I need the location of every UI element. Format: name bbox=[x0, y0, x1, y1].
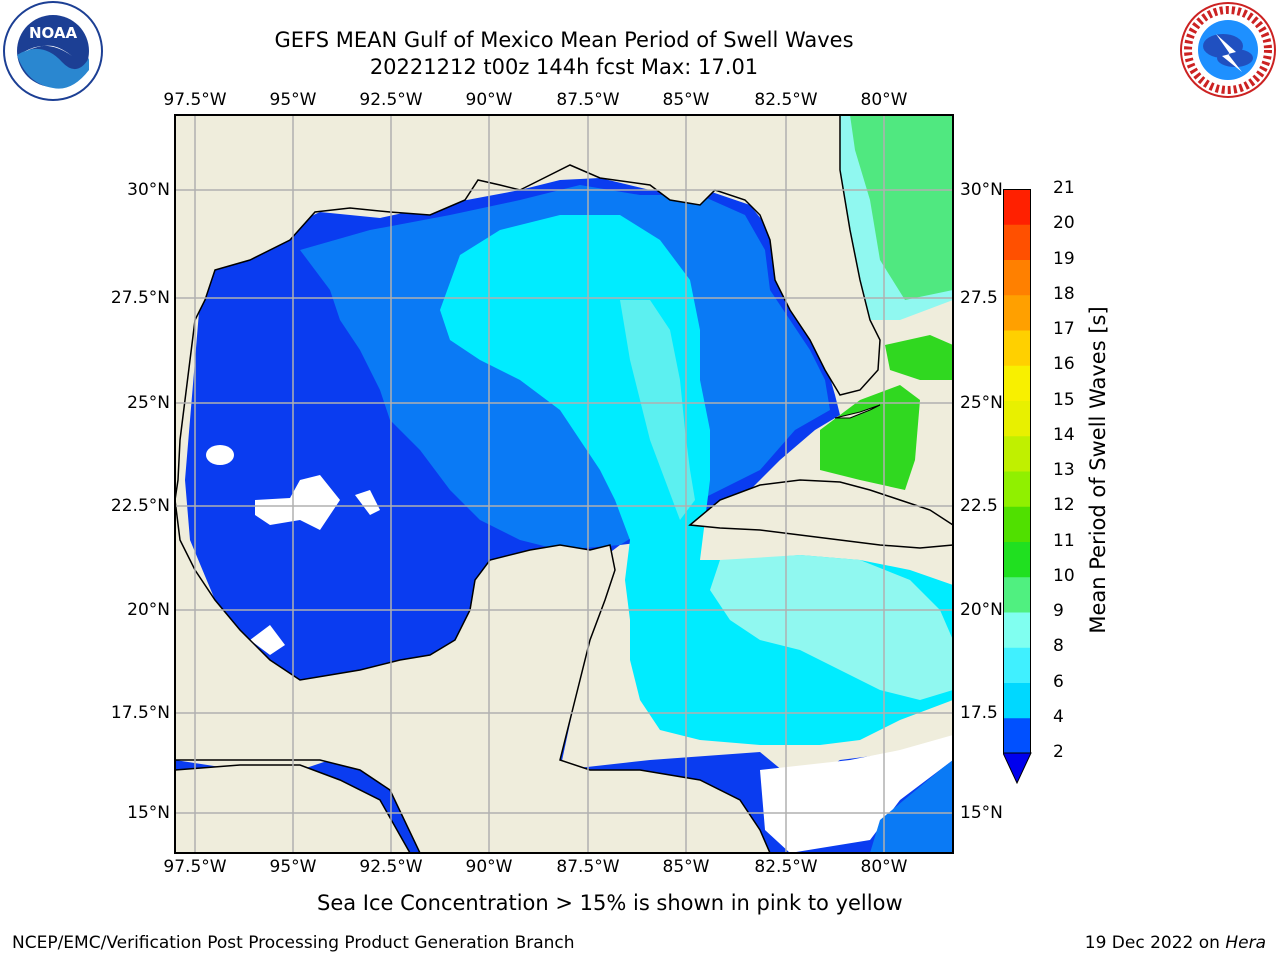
colorbar-segment bbox=[1003, 717, 1031, 754]
lon-label-top: 97.5°W bbox=[163, 90, 227, 110]
colorbar-extend-arrow bbox=[1002, 752, 1032, 785]
lat-label-right: 15°N bbox=[960, 803, 1003, 823]
colorbar-segment bbox=[1003, 682, 1031, 719]
lon-label-bottom: 92.5°W bbox=[359, 857, 423, 877]
colorbar-tick-label: 11 bbox=[1053, 530, 1075, 551]
lat-label-right: 25°N bbox=[960, 393, 1003, 413]
colorbar-segment bbox=[1003, 400, 1031, 437]
colorbar-tick-label: 10 bbox=[1053, 565, 1075, 586]
mexico-yucatan-land bbox=[175, 499, 771, 853]
lon-label-top: 85°W bbox=[662, 90, 710, 110]
colorbar-title: Mean Period of Swell Waves [s] bbox=[1086, 306, 1110, 634]
footer-date: 19 Dec 2022 on Hera bbox=[1085, 933, 1266, 953]
florida-straits-swell-field bbox=[885, 335, 953, 380]
colorbar-segment bbox=[1003, 541, 1031, 578]
nws-logo bbox=[1178, 0, 1278, 100]
footer-date-text: 19 Dec 2022 on bbox=[1084, 933, 1226, 953]
lat-label-left: 22.5°N bbox=[110, 496, 170, 516]
lat-label-left: 30°N bbox=[127, 180, 170, 200]
colorbar-segment bbox=[1003, 224, 1031, 260]
colorbar-tick-label: 4 bbox=[1053, 706, 1064, 727]
lon-label-bottom: 95°W bbox=[269, 857, 317, 877]
lon-label-top: 95°W bbox=[269, 90, 317, 110]
colorbar-tick-label: 9 bbox=[1053, 601, 1064, 621]
noaa-logo-text: NOAA bbox=[29, 24, 78, 42]
noaa-logo: NOAA bbox=[2, 0, 104, 102]
colorbar-segment bbox=[1003, 435, 1031, 472]
sea-ice-note: Sea Ice Concentration > 15% is shown in … bbox=[317, 891, 903, 915]
atlantic-swell-field-9-10 bbox=[850, 115, 953, 300]
lon-label-bottom: 87.5°W bbox=[556, 857, 620, 877]
us-gulf-coast-land bbox=[175, 115, 881, 501]
colorbar-segment bbox=[1003, 576, 1031, 613]
lon-label-top: 80°W bbox=[860, 90, 908, 110]
lat-label-left: 15°N bbox=[127, 803, 170, 823]
colorbar-segment bbox=[1003, 612, 1031, 648]
colorbar-tick-label: 2 bbox=[1053, 742, 1064, 762]
lon-label-bottom: 90°W bbox=[465, 857, 513, 877]
colorbar-segment bbox=[1003, 506, 1031, 542]
footer-host: Hera bbox=[1225, 933, 1266, 953]
colorbar-tick-label: 14 bbox=[1053, 424, 1075, 445]
lat-label-left: 20°N bbox=[127, 600, 170, 620]
colorbar-segment bbox=[1003, 189, 1031, 225]
lon-label-bottom: 82.5°W bbox=[754, 857, 818, 877]
colorbar-tick-label: 15 bbox=[1053, 389, 1075, 410]
lat-label-right: 20°N bbox=[960, 600, 1003, 620]
lon-label-bottom: 80°W bbox=[860, 857, 908, 877]
lat-label-right: 22.5 bbox=[960, 496, 998, 516]
colorbar-tick-label: 19 bbox=[1053, 248, 1075, 269]
colorbar-frame bbox=[1003, 189, 1031, 754]
lat-label-left: 17.5°N bbox=[110, 703, 170, 723]
lon-label-top: 90°W bbox=[465, 90, 513, 110]
map-frame bbox=[174, 114, 954, 854]
caribbean-swell-field-south bbox=[870, 760, 953, 853]
florida-keys-land bbox=[834, 404, 881, 419]
lat-label-left: 27.5°N bbox=[110, 288, 170, 308]
footer-branch: NCEP/EMC/Verification Post Processing Pr… bbox=[12, 933, 575, 953]
lon-label-top: 92.5°W bbox=[359, 90, 423, 110]
colorbar bbox=[1002, 189, 1035, 785]
missing-data-blob bbox=[206, 445, 234, 465]
gulf-swell-field-8-9 bbox=[620, 300, 695, 520]
lat-label-right: 17.5 bbox=[960, 703, 998, 723]
missing-data-blob bbox=[250, 625, 285, 655]
colorbar-segment bbox=[1003, 365, 1031, 401]
lat-label-right: 27.5 bbox=[960, 288, 998, 308]
map-subtitle: 20221212 t00z 144h fcst Max: 17.01 bbox=[369, 55, 759, 79]
colorbar-tick-label: 17 bbox=[1053, 319, 1075, 339]
colorbar-tick-label: 18 bbox=[1053, 283, 1075, 304]
missing-data-blob bbox=[355, 490, 380, 515]
lon-label-bottom: 97.5°W bbox=[163, 857, 227, 877]
lon-label-top: 87.5°W bbox=[556, 90, 620, 110]
caribbean-swell-field-8-9 bbox=[710, 555, 953, 700]
colorbar-tick-label: 13 bbox=[1053, 460, 1075, 480]
colorbar-tick-label: 6 bbox=[1053, 671, 1064, 692]
colorbar-tick-label: 12 bbox=[1053, 495, 1075, 516]
map-title: GEFS MEAN Gulf of Mexico Mean Period of … bbox=[274, 28, 854, 52]
colorbar-tick-label: 20 bbox=[1053, 213, 1075, 234]
colorbar-segment bbox=[1003, 294, 1031, 331]
colorbar-tick-label: 8 bbox=[1053, 636, 1064, 657]
lat-label-left: 25°N bbox=[127, 393, 170, 413]
colorbar-tick-label: 21 bbox=[1053, 178, 1075, 198]
lon-label-top: 82.5°W bbox=[754, 90, 818, 110]
lon-label-bottom: 85°W bbox=[662, 857, 710, 877]
bahamas-swell-field-9-12 bbox=[820, 385, 920, 490]
colorbar-segment bbox=[1003, 647, 1031, 683]
graticule bbox=[175, 115, 953, 853]
missing-data-blob bbox=[255, 475, 340, 530]
colorbar-segment bbox=[1003, 330, 1031, 366]
missing-data-caribbean bbox=[760, 735, 953, 853]
colorbar-tick-label: 16 bbox=[1053, 354, 1075, 375]
colorbar-segment bbox=[1003, 259, 1031, 296]
lat-label-right: 30°N bbox=[960, 180, 1003, 200]
colorbar-segment bbox=[1003, 471, 1031, 507]
